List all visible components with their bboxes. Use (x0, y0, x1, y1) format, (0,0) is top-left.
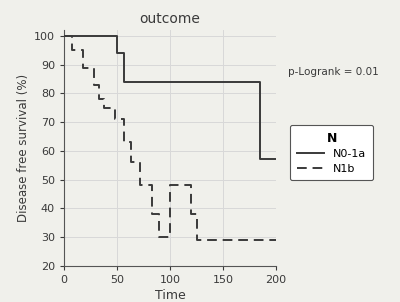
Y-axis label: Disease free survival (%): Disease free survival (%) (17, 74, 30, 222)
Title: outcome: outcome (140, 12, 200, 26)
Text: p-Logrank = 0.01: p-Logrank = 0.01 (288, 67, 379, 78)
X-axis label: Time: Time (155, 289, 185, 302)
Legend: N0-1a, N1b: N0-1a, N1b (290, 125, 373, 181)
